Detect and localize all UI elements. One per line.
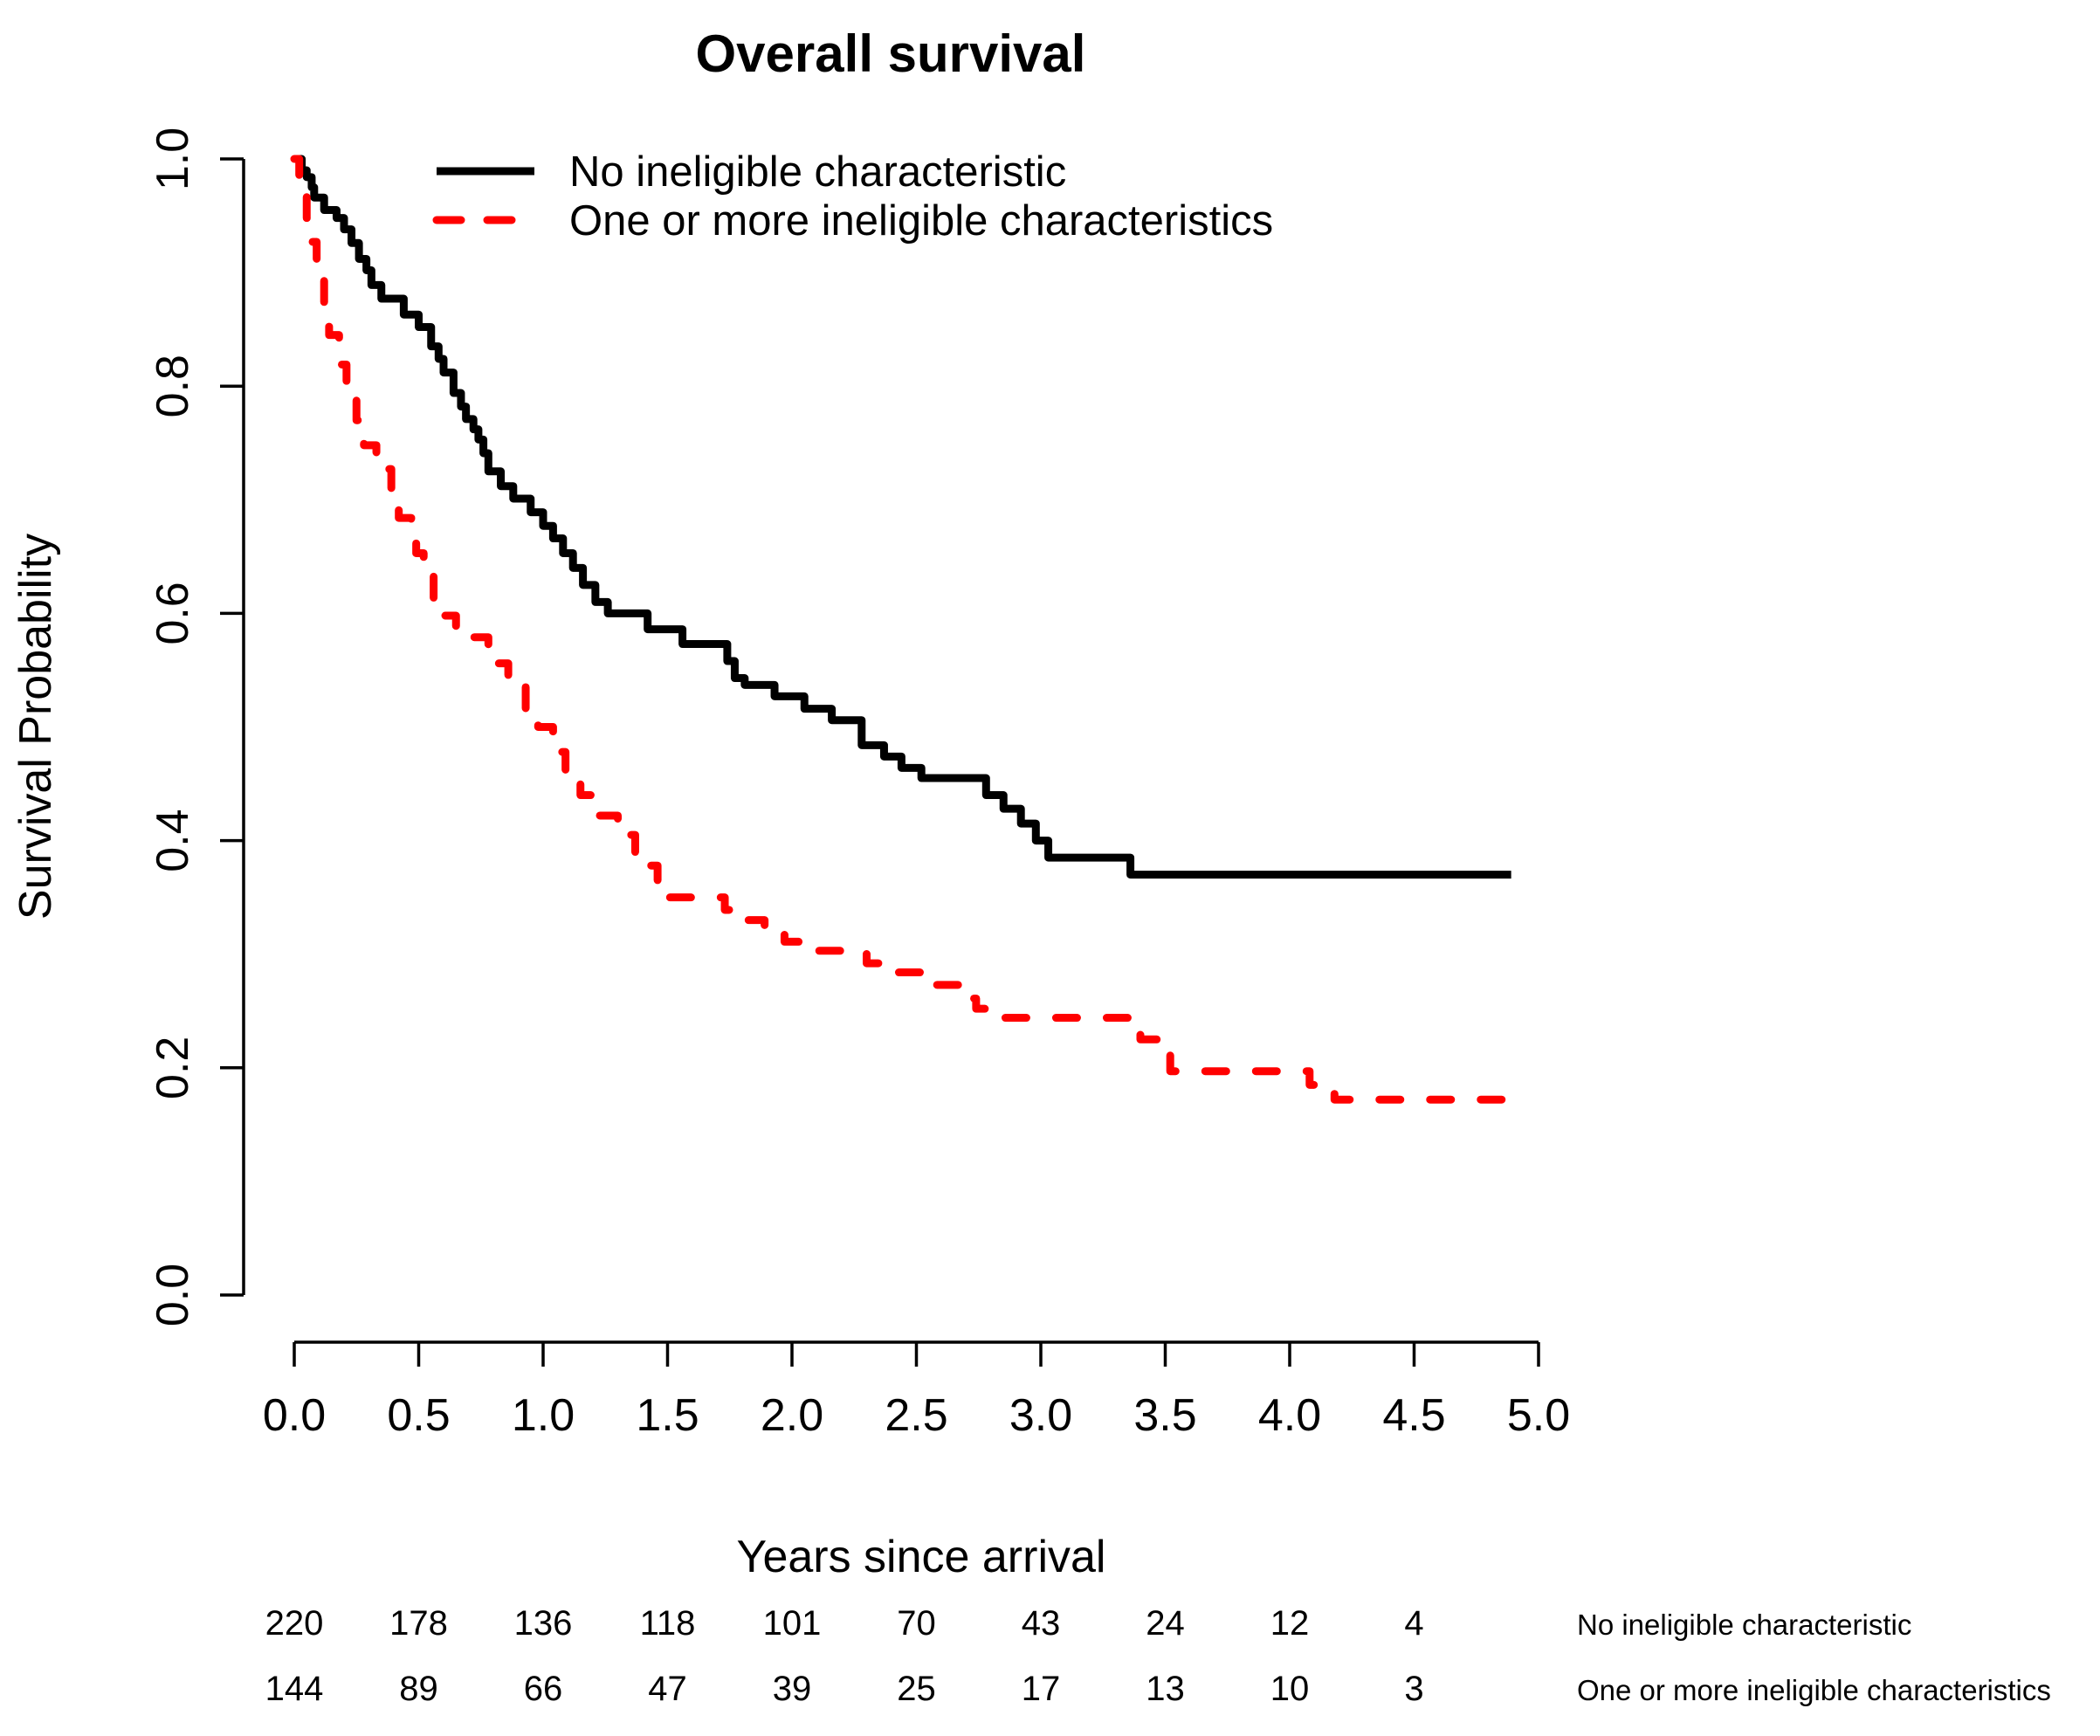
x-tick-label: 0.0 <box>263 1390 326 1441</box>
risk-table-numbers: 220 178 136 118 101 70 43 24 12 4 144 89 66 47 39 25 17 1… <box>265 1604 1424 1708</box>
risk-count: 118 <box>640 1604 696 1643</box>
x-tick-label: 1.0 <box>512 1390 575 1441</box>
risk-count: 66 <box>524 1670 563 1708</box>
km-curves <box>290 155 1523 1104</box>
risk-count: 13 <box>1146 1670 1185 1708</box>
legend-label-no-ineligible: No ineligible characteristic <box>569 148 1066 196</box>
x-tick-label: 5.0 <box>1507 1390 1570 1441</box>
risk-count: 24 <box>1146 1604 1185 1643</box>
risk-row-label-no-ineligible: No ineligible characteristic <box>1577 1609 1911 1641</box>
x-tick-label: 2.5 <box>885 1390 947 1441</box>
y-axis: 0.0 0.2 0.4 0.6 0.8 1.0 <box>148 127 245 1326</box>
risk-count: 10 <box>1270 1670 1310 1708</box>
x-axis-label: Years since arrival <box>737 1532 1106 1582</box>
x-tick-label: 2.0 <box>761 1390 823 1441</box>
y-ticks: 0.0 0.2 0.4 0.6 0.8 1.0 <box>148 127 244 1326</box>
y-axis-label: Survival Probability <box>10 534 61 920</box>
km-curve-no-ineligible <box>294 155 1511 879</box>
risk-count: 4 <box>1404 1604 1423 1643</box>
risk-row-label-one-or-more: One or more ineligible characteristics <box>1577 1674 2051 1706</box>
x-ticks: 0.0 0.5 1.0 1.5 2.0 2.5 3.0 3.5 4.0 4.5 5.0 <box>263 1342 1570 1441</box>
y-tick-label: 1.0 <box>148 127 198 190</box>
risk-count: 3 <box>1404 1670 1423 1708</box>
x-tick-label: 4.0 <box>1258 1390 1321 1441</box>
risk-count: 25 <box>897 1670 936 1708</box>
y-tick-label: 0.4 <box>148 809 198 871</box>
risk-count: 178 <box>389 1604 448 1643</box>
y-tick-label: 0.8 <box>148 355 198 417</box>
x-tick-label: 1.5 <box>636 1390 699 1441</box>
chart-title: Overall survival <box>696 24 1086 83</box>
x-tick-label: 3.5 <box>1133 1390 1196 1441</box>
legend-label-one-or-more: One or more ineligible characteristics <box>569 197 1273 245</box>
y-tick-label: 0.0 <box>148 1264 198 1326</box>
risk-count: 43 <box>1022 1604 1061 1643</box>
risk-count: 89 <box>399 1670 438 1708</box>
y-tick-label: 0.6 <box>148 582 198 644</box>
risk-count: 70 <box>897 1604 936 1643</box>
x-tick-label: 3.0 <box>1009 1390 1072 1441</box>
risk-count: 47 <box>648 1670 687 1708</box>
km-curve-one-or-more <box>290 155 1523 1104</box>
legend: No ineligible characteristic One or more… <box>432 148 1273 245</box>
risk-count: 220 <box>265 1604 324 1643</box>
y-tick-label: 0.2 <box>148 1037 198 1099</box>
risk-count: 136 <box>514 1604 573 1643</box>
risk-count: 17 <box>1022 1670 1061 1708</box>
x-axis: 0.0 0.5 1.0 1.5 2.0 2.5 3.0 3.5 4.0 4.5 5.0 <box>263 1340 1570 1441</box>
risk-count: 12 <box>1270 1604 1310 1643</box>
risk-table: 220 178 136 118 101 70 43 24 12 4 144 89 66 47 39 25 17 1… <box>265 1604 2051 1708</box>
risk-count: 39 <box>773 1670 812 1708</box>
risk-count: 144 <box>265 1670 324 1708</box>
risk-count: 101 <box>763 1604 822 1643</box>
x-tick-label: 4.5 <box>1382 1390 1445 1441</box>
x-tick-label: 0.5 <box>387 1390 450 1441</box>
